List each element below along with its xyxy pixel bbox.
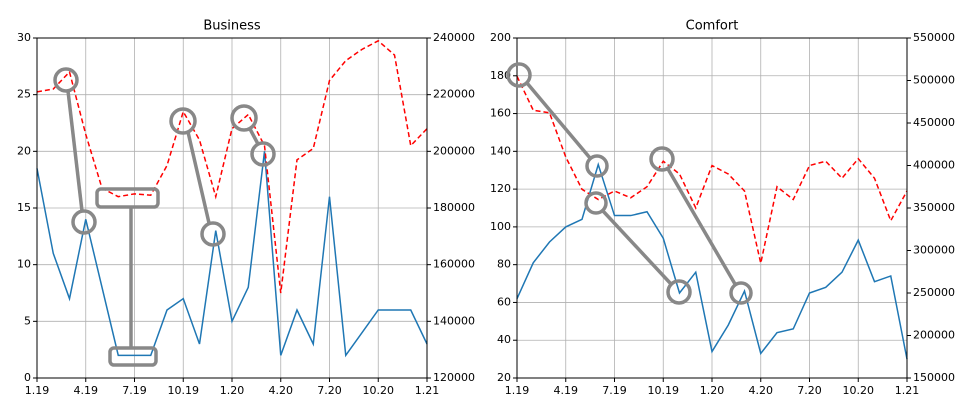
x-tick-label: 1.19 (25, 384, 50, 397)
annotation-circle (506, 62, 532, 88)
annotation-line (186, 131, 211, 224)
y2-tick-label: 160000 (433, 258, 475, 271)
annotation-circle (584, 191, 608, 215)
annotation-circle (71, 209, 97, 235)
plot-frame (36, 37, 428, 379)
y2-tick-label: 400000 (913, 159, 955, 172)
y-tick-label: 20 (17, 144, 31, 157)
annotation-line (601, 209, 673, 286)
y2-tick-label: 550000 (913, 31, 955, 44)
annotation-circle (585, 154, 609, 178)
y2-tick-label: 450000 (913, 116, 955, 129)
y-tick-label: 180 (490, 69, 511, 82)
y2-tick-label: 240000 (433, 31, 475, 44)
x-tick-label: 1.21 (415, 384, 440, 397)
y-tick-label: 40 (497, 333, 511, 346)
annotation-bracket (108, 346, 158, 367)
y-tick-label: 30 (17, 31, 31, 44)
y-tick-label: 25 (17, 88, 31, 101)
x-tick-label: 10.19 (648, 384, 680, 397)
x-tick-label: 7.20 (317, 384, 342, 397)
annotations (53, 62, 753, 367)
annotation-circle (250, 141, 276, 167)
y2-tick-label: 250000 (913, 286, 955, 299)
y-tick-label: 200 (490, 31, 511, 44)
y-tick-label: 5 (24, 314, 31, 327)
annotation-circle (729, 281, 753, 305)
x-tick-label: 4.20 (269, 384, 294, 397)
y2-tick-label: 300000 (913, 244, 955, 257)
x-tick-label: 7.19 (602, 384, 627, 397)
x-tick-label: 10.19 (168, 384, 200, 397)
y-tick-label: 60 (497, 295, 511, 308)
annotation-circle (666, 279, 692, 305)
x-tick-label: 10.20 (843, 384, 875, 397)
x-tick-label: 1.19 (505, 384, 530, 397)
y-tick-label: 80 (497, 258, 511, 271)
y-tick-label: 20 (497, 371, 511, 384)
y-tick-label: 120 (490, 182, 511, 195)
series-line (36, 151, 428, 358)
y-tick-label: 100 (490, 220, 511, 233)
y-tick-label: 140 (490, 144, 511, 157)
series-line (516, 162, 908, 360)
y2-tick-label: 150000 (913, 371, 955, 384)
annotation-circle (649, 146, 675, 172)
annotation-line (248, 128, 260, 145)
x-tick-label: 10.20 (363, 384, 395, 397)
annotation-circle (230, 104, 258, 132)
y2-tick-label: 200000 (913, 329, 955, 342)
x-tick-label: 4.19 (74, 384, 99, 397)
annotation-bracket (95, 187, 160, 209)
x-tick-label: 1.20 (700, 384, 725, 397)
y2-tick-label: 350000 (913, 201, 955, 214)
x-tick-label: 4.20 (749, 384, 774, 397)
y-tick-label: 0 (24, 371, 31, 384)
annotation-line (525, 81, 592, 160)
annotation-circle (53, 67, 79, 93)
x-tick-label: 7.19 (122, 384, 147, 397)
plot-frame (516, 37, 908, 379)
y2-tick-label: 220000 (433, 88, 475, 101)
annotation-line (66, 90, 84, 212)
x-tick-label: 7.20 (797, 384, 822, 397)
series-line (516, 75, 908, 264)
y-tick-label: 15 (17, 201, 31, 214)
annotation-circle (169, 107, 197, 135)
x-tick-label: 4.19 (554, 384, 579, 397)
chart-title: Business (203, 19, 261, 34)
y2-tick-label: 500000 (913, 74, 955, 87)
y2-tick-label: 200000 (433, 144, 475, 157)
y-tick-label: 10 (17, 258, 31, 271)
y2-tick-label: 140000 (433, 314, 475, 327)
y-tick-label: 160 (490, 107, 511, 120)
annotation-line (666, 168, 737, 285)
chart-title: Comfort (686, 19, 739, 34)
x-tick-label: 1.20 (220, 384, 245, 397)
annotation-circle (200, 221, 226, 247)
x-tick-label: 1.21 (895, 384, 920, 397)
y2-tick-label: 120000 (433, 371, 475, 384)
y2-tick-label: 180000 (433, 201, 475, 214)
